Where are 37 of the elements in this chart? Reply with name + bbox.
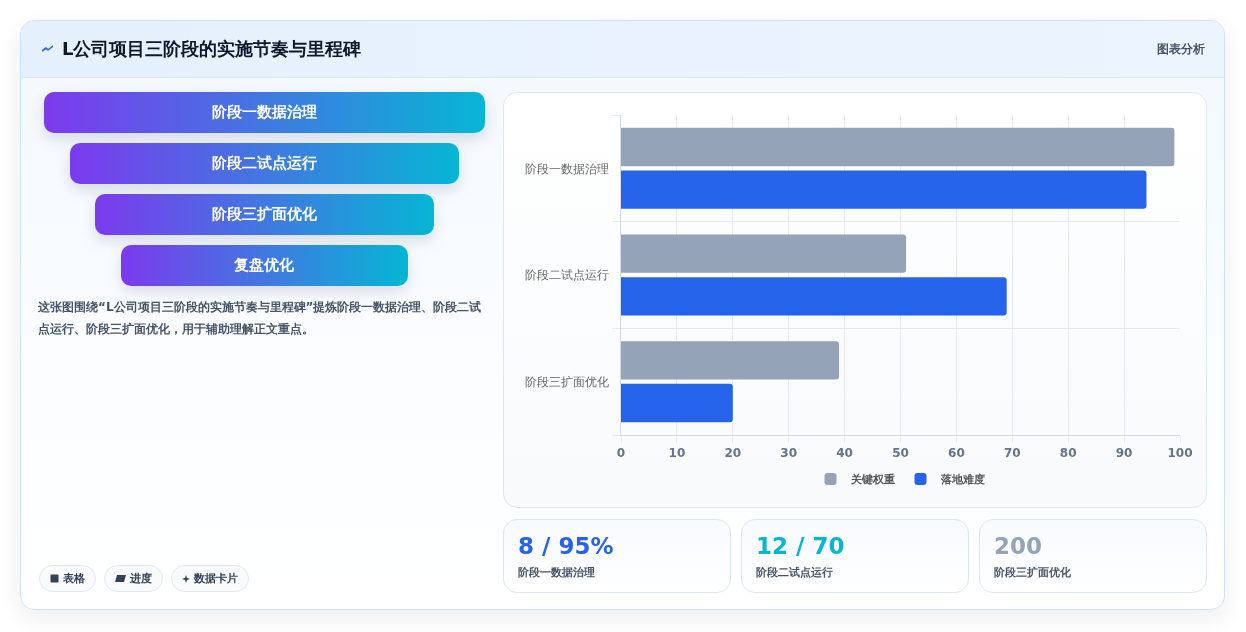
x-tick-label: 70 xyxy=(1003,446,1021,461)
y-tick-label: 阶段一数据治理 xyxy=(524,161,609,176)
y-tick-label: 阶段二试点运行 xyxy=(524,268,609,283)
bar xyxy=(621,277,1007,316)
bar xyxy=(621,170,1147,209)
category-label: 阶段二试点运行 xyxy=(756,565,833,581)
legend-label: 落地难度 xyxy=(939,473,985,487)
category-label: 阶段三扩面优化 xyxy=(994,565,1071,581)
x-tick-label: 90 xyxy=(1115,446,1133,461)
text: 这张图围绕“L公司项目三阶段的实施节奏与里程碑”提炼阶段一数据治理、阶段二试点运行、阶段三扩面优化，用于辅助理解正文重点。 xyxy=(38,299,483,338)
text: 8 / 95% xyxy=(518,533,614,559)
x-tick-label: 10 xyxy=(668,446,686,461)
bar xyxy=(621,127,1175,167)
text: L公司项目三阶段的实施节奏与里程碑 xyxy=(62,37,362,61)
text: 进度 xyxy=(130,571,152,586)
text: 表格 xyxy=(63,571,85,586)
text: 数据卡片 xyxy=(194,571,238,586)
category-label: 阶段二试点运行 xyxy=(69,143,460,184)
bar xyxy=(621,234,907,273)
x-tick-label: 60 xyxy=(948,446,965,461)
category-label: 阶段一数据治理 xyxy=(44,92,485,133)
x-tick-label: 30 xyxy=(780,446,798,461)
bar xyxy=(621,341,840,380)
x-tick-label: 50 xyxy=(892,446,909,461)
text: 200 xyxy=(994,533,1043,559)
text: 图表分析 xyxy=(1157,41,1205,58)
x-tick-label: 20 xyxy=(724,446,742,461)
x-tick-label: 40 xyxy=(836,446,853,461)
category-label: 复盘优化 xyxy=(120,245,409,286)
x-tick-label: 100 xyxy=(1167,446,1193,461)
x-tick-label: 0 xyxy=(616,446,626,461)
bar xyxy=(621,383,733,423)
category-label: 阶段三扩面优化 xyxy=(95,194,434,235)
y-tick-label: 阶段三扩面优化 xyxy=(524,374,609,389)
legend-label: 关键权重 xyxy=(849,473,895,487)
text: 12 / 70 xyxy=(756,533,845,559)
x-tick-label: 80 xyxy=(1059,446,1077,461)
